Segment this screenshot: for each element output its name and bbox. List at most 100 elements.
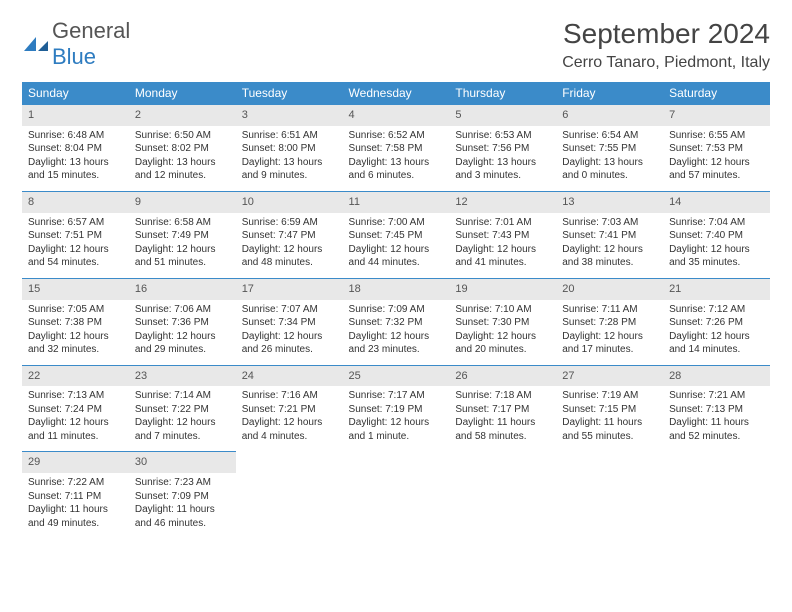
day-cell: 5Sunrise: 6:53 AMSunset: 7:56 PMDaylight… — [449, 105, 556, 192]
day-number: 2 — [129, 105, 236, 126]
sunrise-line: Sunrise: 7:01 AM — [455, 216, 550, 230]
day-cell: 2Sunrise: 6:50 AMSunset: 8:02 PMDaylight… — [129, 105, 236, 192]
daylight-line: Daylight: 12 hours and 41 minutes. — [455, 243, 550, 270]
day-body: Sunrise: 7:07 AMSunset: 7:34 PMDaylight:… — [236, 300, 343, 365]
sunset-line: Sunset: 7:41 PM — [562, 229, 657, 243]
day-body: Sunrise: 7:10 AMSunset: 7:30 PMDaylight:… — [449, 300, 556, 365]
day-body: Sunrise: 7:22 AMSunset: 7:11 PMDaylight:… — [22, 473, 129, 538]
daylight-line: Daylight: 13 hours and 15 minutes. — [28, 156, 123, 183]
day-number: 9 — [129, 192, 236, 213]
logo: General Blue — [22, 18, 130, 70]
logo-word-general: General — [52, 18, 130, 43]
sunset-line: Sunset: 7:21 PM — [242, 403, 337, 417]
empty-cell — [663, 452, 770, 538]
weekday-header: Saturday — [663, 82, 770, 105]
weekday-header: Tuesday — [236, 82, 343, 105]
sunset-line: Sunset: 8:00 PM — [242, 142, 337, 156]
day-number: 5 — [449, 105, 556, 126]
sunrise-line: Sunrise: 6:54 AM — [562, 129, 657, 143]
weekday-header: Wednesday — [343, 82, 450, 105]
sunset-line: Sunset: 7:45 PM — [349, 229, 444, 243]
day-cell: 25Sunrise: 7:17 AMSunset: 7:19 PMDayligh… — [343, 365, 450, 452]
day-number: 25 — [343, 366, 450, 387]
sunset-line: Sunset: 7:32 PM — [349, 316, 444, 330]
sunset-line: Sunset: 7:47 PM — [242, 229, 337, 243]
day-body: Sunrise: 6:54 AMSunset: 7:55 PMDaylight:… — [556, 126, 663, 191]
day-body: Sunrise: 7:13 AMSunset: 7:24 PMDaylight:… — [22, 386, 129, 451]
sunrise-line: Sunrise: 6:52 AM — [349, 129, 444, 143]
day-number: 15 — [22, 279, 129, 300]
daylight-line: Daylight: 12 hours and 44 minutes. — [349, 243, 444, 270]
sunrise-line: Sunrise: 7:04 AM — [669, 216, 764, 230]
day-body: Sunrise: 7:06 AMSunset: 7:36 PMDaylight:… — [129, 300, 236, 365]
day-number: 23 — [129, 366, 236, 387]
day-cell: 28Sunrise: 7:21 AMSunset: 7:13 PMDayligh… — [663, 365, 770, 452]
daylight-line: Daylight: 13 hours and 6 minutes. — [349, 156, 444, 183]
sunrise-line: Sunrise: 6:51 AM — [242, 129, 337, 143]
day-body: Sunrise: 6:57 AMSunset: 7:51 PMDaylight:… — [22, 213, 129, 278]
logo-word-blue: Blue — [52, 44, 96, 69]
daylight-line: Daylight: 12 hours and 14 minutes. — [669, 330, 764, 357]
sunset-line: Sunset: 7:53 PM — [669, 142, 764, 156]
day-number: 12 — [449, 192, 556, 213]
day-cell: 3Sunrise: 6:51 AMSunset: 8:00 PMDaylight… — [236, 105, 343, 192]
daylight-line: Daylight: 12 hours and 48 minutes. — [242, 243, 337, 270]
daylight-line: Daylight: 12 hours and 17 minutes. — [562, 330, 657, 357]
day-number: 16 — [129, 279, 236, 300]
sunrise-line: Sunrise: 7:21 AM — [669, 389, 764, 403]
sunset-line: Sunset: 7:38 PM — [28, 316, 123, 330]
day-body: Sunrise: 6:59 AMSunset: 7:47 PMDaylight:… — [236, 213, 343, 278]
sunset-line: Sunset: 7:30 PM — [455, 316, 550, 330]
sunset-line: Sunset: 7:22 PM — [135, 403, 230, 417]
daylight-line: Daylight: 12 hours and 29 minutes. — [135, 330, 230, 357]
empty-cell — [343, 452, 450, 538]
day-number: 29 — [22, 452, 129, 473]
logo-text: General Blue — [52, 18, 130, 70]
day-cell: 23Sunrise: 7:14 AMSunset: 7:22 PMDayligh… — [129, 365, 236, 452]
sunset-line: Sunset: 7:58 PM — [349, 142, 444, 156]
sunset-line: Sunset: 7:34 PM — [242, 316, 337, 330]
sunset-line: Sunset: 7:43 PM — [455, 229, 550, 243]
day-cell: 9Sunrise: 6:58 AMSunset: 7:49 PMDaylight… — [129, 191, 236, 278]
day-number: 21 — [663, 279, 770, 300]
day-number: 13 — [556, 192, 663, 213]
daylight-line: Daylight: 11 hours and 49 minutes. — [28, 503, 123, 530]
day-number: 4 — [343, 105, 450, 126]
daylight-line: Daylight: 12 hours and 54 minutes. — [28, 243, 123, 270]
sunrise-line: Sunrise: 6:50 AM — [135, 129, 230, 143]
sunset-line: Sunset: 7:13 PM — [669, 403, 764, 417]
day-cell: 18Sunrise: 7:09 AMSunset: 7:32 PMDayligh… — [343, 278, 450, 365]
day-number: 22 — [22, 366, 129, 387]
daylight-line: Daylight: 12 hours and 1 minute. — [349, 416, 444, 443]
day-number: 1 — [22, 105, 129, 126]
day-body: Sunrise: 7:09 AMSunset: 7:32 PMDaylight:… — [343, 300, 450, 365]
sunset-line: Sunset: 7:56 PM — [455, 142, 550, 156]
daylight-line: Daylight: 13 hours and 0 minutes. — [562, 156, 657, 183]
day-number: 18 — [343, 279, 450, 300]
day-body: Sunrise: 7:12 AMSunset: 7:26 PMDaylight:… — [663, 300, 770, 365]
day-body: Sunrise: 7:23 AMSunset: 7:09 PMDaylight:… — [129, 473, 236, 538]
sunset-line: Sunset: 7:51 PM — [28, 229, 123, 243]
day-cell: 22Sunrise: 7:13 AMSunset: 7:24 PMDayligh… — [22, 365, 129, 452]
sunset-line: Sunset: 7:36 PM — [135, 316, 230, 330]
sunset-line: Sunset: 7:17 PM — [455, 403, 550, 417]
day-cell: 14Sunrise: 7:04 AMSunset: 7:40 PMDayligh… — [663, 191, 770, 278]
day-body: Sunrise: 7:18 AMSunset: 7:17 PMDaylight:… — [449, 386, 556, 451]
daylight-line: Daylight: 12 hours and 35 minutes. — [669, 243, 764, 270]
day-cell: 17Sunrise: 7:07 AMSunset: 7:34 PMDayligh… — [236, 278, 343, 365]
day-body: Sunrise: 7:11 AMSunset: 7:28 PMDaylight:… — [556, 300, 663, 365]
sunrise-line: Sunrise: 6:58 AM — [135, 216, 230, 230]
weekday-header: Monday — [129, 82, 236, 105]
day-body: Sunrise: 7:05 AMSunset: 7:38 PMDaylight:… — [22, 300, 129, 365]
day-number: 11 — [343, 192, 450, 213]
sunset-line: Sunset: 7:11 PM — [28, 490, 123, 504]
sunrise-line: Sunrise: 6:59 AM — [242, 216, 337, 230]
empty-cell — [449, 452, 556, 538]
sunrise-line: Sunrise: 7:14 AM — [135, 389, 230, 403]
sunrise-line: Sunrise: 7:10 AM — [455, 303, 550, 317]
day-body: Sunrise: 6:58 AMSunset: 7:49 PMDaylight:… — [129, 213, 236, 278]
weekday-header: Sunday — [22, 82, 129, 105]
empty-cell — [236, 452, 343, 538]
sunset-line: Sunset: 7:55 PM — [562, 142, 657, 156]
day-cell: 19Sunrise: 7:10 AMSunset: 7:30 PMDayligh… — [449, 278, 556, 365]
